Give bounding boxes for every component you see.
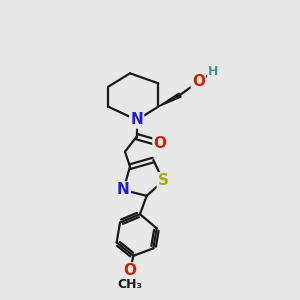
Text: O: O	[124, 263, 136, 278]
Text: CH₃: CH₃	[118, 278, 142, 291]
Text: N: N	[117, 182, 130, 197]
Polygon shape	[158, 93, 181, 107]
Text: O: O	[154, 136, 166, 151]
Text: H: H	[208, 65, 218, 78]
Text: O: O	[192, 74, 205, 89]
Text: N: N	[130, 112, 143, 128]
Text: S: S	[158, 173, 169, 188]
